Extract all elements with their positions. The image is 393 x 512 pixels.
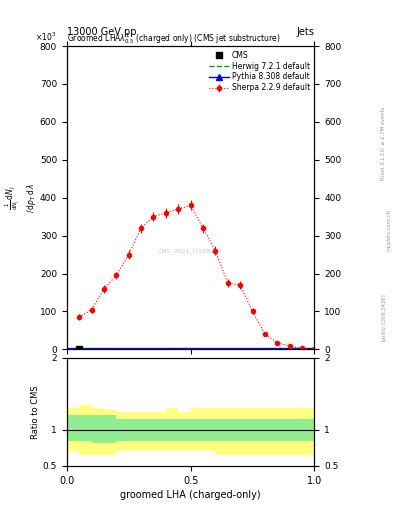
Herwig 7.2.1 default: [89, 346, 94, 352]
Text: mcplots.cern.ch: mcplots.cern.ch: [386, 209, 391, 251]
Text: [arXiv:1306.3436]: [arXiv:1306.3436]: [381, 293, 386, 342]
Legend: CMS, Herwig 7.2.1 default, Pythia 8.308 default, Sherpa 2.2.9 default: CMS, Herwig 7.2.1 default, Pythia 8.308 …: [206, 48, 313, 95]
X-axis label: groomed LHA (charged-only): groomed LHA (charged-only): [120, 490, 261, 500]
Herwig 7.2.1 default: [312, 346, 317, 352]
Y-axis label: $\frac{1}{\mathrm{d}N_j}\,\mathrm{d}N_j$
$/\,\mathrm{d}p_\mathrm{T}\,\mathrm{d}\: $\frac{1}{\mathrm{d}N_j}\,\mathrm{d}N_j$…: [4, 183, 39, 213]
Herwig 7.2.1 default: [263, 346, 267, 352]
Herwig 7.2.1 default: [151, 346, 156, 352]
Herwig 7.2.1 default: [300, 346, 305, 352]
Herwig 7.2.1 default: [163, 346, 168, 352]
Herwig 7.2.1 default: [226, 346, 230, 352]
Text: $\times10^3$: $\times10^3$: [35, 31, 56, 43]
Herwig 7.2.1 default: [238, 346, 242, 352]
Text: Jets: Jets: [297, 27, 314, 37]
Herwig 7.2.1 default: [64, 346, 69, 352]
Text: Groomed LHA$\lambda^{1}_{0.5}$ (charged only) (CMS jet substructure): Groomed LHA$\lambda^{1}_{0.5}$ (charged …: [67, 31, 281, 46]
Herwig 7.2.1 default: [275, 346, 280, 352]
Text: Rivet 3.1.10, ≥ 2.7M events: Rivet 3.1.10, ≥ 2.7M events: [381, 106, 386, 180]
Herwig 7.2.1 default: [139, 346, 143, 352]
Herwig 7.2.1 default: [176, 346, 181, 352]
Herwig 7.2.1 default: [127, 346, 131, 352]
Text: 13000 GeV pp: 13000 GeV pp: [67, 27, 136, 37]
Herwig 7.2.1 default: [201, 346, 206, 352]
Herwig 7.2.1 default: [114, 346, 119, 352]
Herwig 7.2.1 default: [77, 346, 82, 352]
Herwig 7.2.1 default: [287, 346, 292, 352]
Text: CMS_2021_I1920187: CMS_2021_I1920187: [158, 248, 223, 254]
Herwig 7.2.1 default: [250, 346, 255, 352]
Herwig 7.2.1 default: [188, 346, 193, 352]
Herwig 7.2.1 default: [213, 346, 218, 352]
Herwig 7.2.1 default: [101, 346, 106, 352]
Y-axis label: Ratio to CMS: Ratio to CMS: [31, 385, 40, 439]
